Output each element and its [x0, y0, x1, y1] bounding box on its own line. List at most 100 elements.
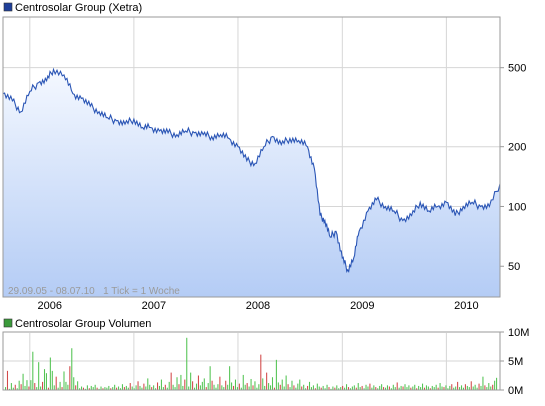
volume-bar	[225, 380, 227, 390]
volume-bar	[277, 382, 279, 390]
volume-bar	[166, 387, 168, 390]
volume-legend-swatch	[3, 318, 13, 328]
volume-bar	[246, 383, 248, 390]
volume-bar	[388, 386, 390, 390]
volume-bar	[110, 388, 112, 390]
volume-bar	[264, 385, 266, 390]
volume-bar	[174, 387, 176, 390]
volume-bar	[271, 377, 274, 390]
date-axis: 2006 2007 2008 2009 2010	[38, 300, 479, 312]
volume-bar	[408, 385, 410, 390]
volume-bar	[59, 381, 61, 390]
price-axis: 50 100 200 500	[500, 63, 526, 273]
volume-bar	[106, 387, 108, 390]
volume-bar	[227, 384, 229, 390]
volume-bar	[98, 388, 100, 390]
volume-bar	[258, 384, 260, 390]
volume-bar	[332, 386, 334, 390]
volume-bar	[155, 388, 157, 390]
volume-bar	[86, 385, 88, 390]
year-tick-label: 2010	[454, 300, 478, 312]
volume-bar	[199, 385, 201, 390]
volume-bar	[205, 387, 207, 390]
volume-bar	[431, 385, 433, 390]
volume-bar	[384, 387, 387, 390]
volume-bar	[435, 384, 437, 390]
volume-bar	[137, 381, 139, 390]
volume-bar	[340, 387, 342, 390]
volume-bar	[474, 384, 476, 390]
volume-bar	[342, 385, 344, 390]
volume-bar	[459, 387, 461, 390]
volume-bar	[468, 387, 470, 390]
volume-bar	[84, 388, 86, 390]
volume-bar	[392, 384, 394, 390]
volume-bar	[367, 386, 369, 390]
volume-bar	[231, 382, 233, 390]
volume-bar	[32, 351, 34, 390]
volume-bar	[266, 372, 268, 390]
price-chart-frame	[2, 16, 501, 298]
price-tick-label: 50	[508, 261, 520, 273]
volume-bar	[250, 378, 252, 390]
volume-bar	[386, 385, 388, 390]
volume-bar	[433, 387, 435, 390]
volume-bar	[441, 386, 443, 390]
volume-bar	[453, 387, 455, 390]
volume-bar	[118, 386, 120, 390]
volume-bar	[400, 385, 402, 390]
volume-legend-label: Centrosolar Group Volumen	[15, 318, 151, 330]
volume-bar	[494, 380, 496, 390]
volume-bar	[188, 386, 190, 390]
volume-bar	[203, 378, 205, 390]
volume-bar	[153, 385, 155, 390]
volume-bar	[361, 385, 363, 390]
volume-bar	[379, 385, 381, 390]
volume-bar	[51, 370, 53, 390]
volume-bar	[96, 387, 98, 390]
volume-bar	[139, 385, 141, 390]
volume-bar	[55, 376, 57, 390]
volume-bar	[6, 370, 9, 390]
volume-bar	[232, 385, 235, 390]
volume-bar	[252, 385, 254, 390]
volume-bar	[73, 377, 75, 390]
volume-bar	[310, 387, 312, 390]
volume-bar	[36, 387, 38, 390]
volume-bar	[254, 381, 256, 390]
volume-bar	[320, 387, 322, 390]
volume-bar	[18, 380, 20, 390]
volume-bar	[420, 387, 422, 390]
volume-bar	[234, 379, 237, 390]
price-line	[2, 67, 501, 274]
volume-bar	[178, 384, 180, 390]
volume-bar	[447, 388, 449, 390]
volume-tick-label: 10M	[508, 327, 529, 339]
volume-bar	[299, 379, 301, 390]
volume-bar	[478, 383, 480, 390]
volume-bar	[26, 380, 28, 390]
volume-bar	[162, 387, 164, 390]
volume-bar	[429, 388, 431, 390]
volume-bar	[344, 387, 346, 390]
volume-bar	[268, 383, 270, 390]
volume-bar	[373, 385, 375, 390]
volume-bar	[275, 359, 277, 390]
volume-bar	[34, 383, 36, 390]
volume-bar	[423, 387, 426, 390]
volume-bar	[490, 386, 492, 390]
volume-bar	[336, 385, 338, 390]
volume-bar	[114, 384, 116, 390]
volume-bar	[355, 387, 357, 390]
volume-bar	[116, 387, 118, 390]
volume-bar	[143, 383, 145, 390]
volume-bar	[30, 380, 32, 390]
volume-bar	[121, 384, 123, 390]
volume-bar	[38, 362, 40, 390]
volume-bar	[151, 387, 153, 390]
volume-bar	[287, 384, 289, 390]
volume-bar	[357, 383, 359, 390]
volume-bar	[102, 388, 104, 390]
volume-bar	[427, 386, 429, 390]
